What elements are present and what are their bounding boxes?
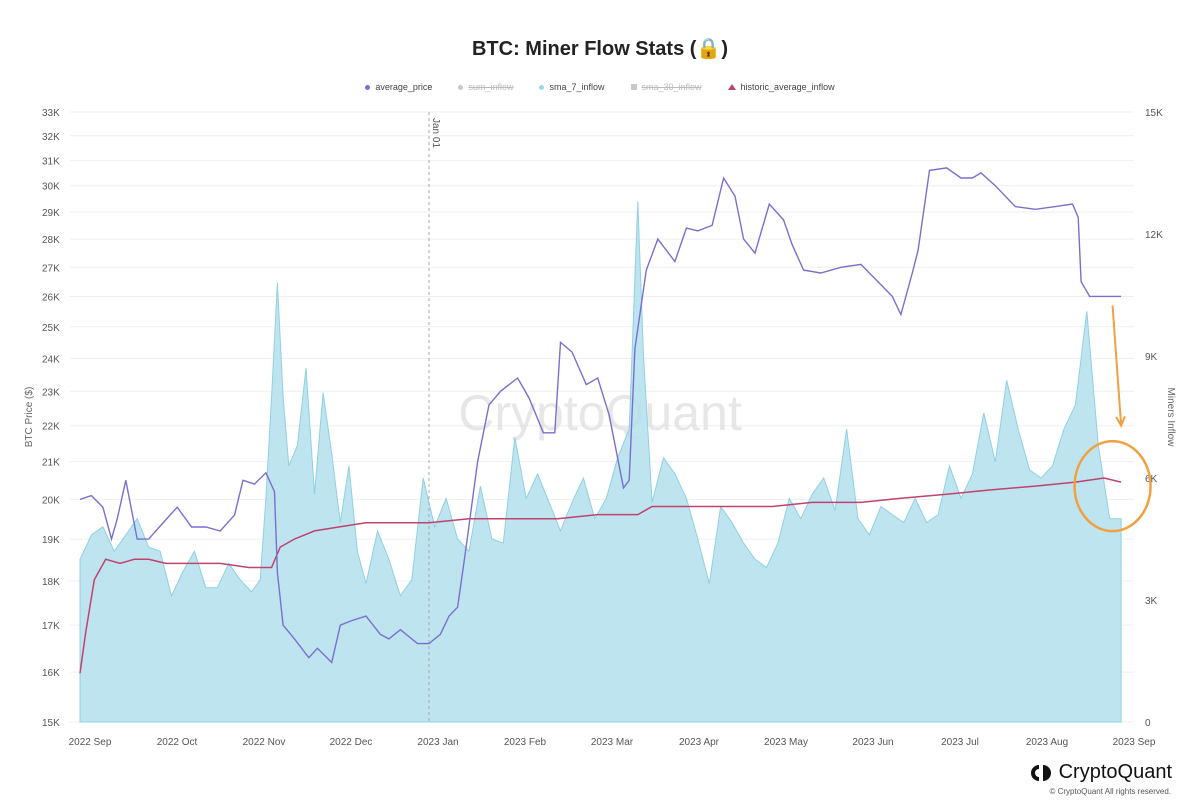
cryptoquant-logo-icon <box>1030 764 1051 781</box>
right-axis-tick: 15K <box>1145 108 1163 119</box>
legend-label: sma_30_inflow <box>641 82 702 92</box>
legend-marker-icon <box>458 84 464 90</box>
legend-item-sum-inflow[interactable]: sum_inflow <box>458 82 513 92</box>
left-axis-tick: 33K <box>42 108 60 119</box>
legend-marker-icon <box>539 84 545 90</box>
left-axis-tick: 23K <box>42 387 60 398</box>
x-axis-tick: 2022 Oct <box>157 737 198 748</box>
series-sma-7-inflow-area <box>79 201 1122 723</box>
chart-title: BTC: Miner Flow Stats (🔒) <box>471 38 728 60</box>
series-average-price-line <box>79 167 1122 664</box>
x-axis-tick: 2023 Jun <box>852 737 893 748</box>
left-axis-tick: 20K <box>42 495 60 506</box>
left-axis-tick: 25K <box>42 323 60 334</box>
x-axis-tick: 2022 Sep <box>69 737 112 748</box>
right-axis-title: Miners Inflow <box>1165 388 1176 448</box>
legend-label: sum_inflow <box>468 82 514 92</box>
x-axis-tick: 2022 Nov <box>243 737 286 748</box>
left-axis-tick: 21K <box>42 458 60 469</box>
legend-marker-icon <box>365 84 371 90</box>
copyright-text: © CryptoQuant All rights reserved. <box>1049 787 1172 796</box>
left-axis-tick: 28K <box>42 235 60 246</box>
x-axis-tick: 2023 Jul <box>941 737 979 748</box>
left-axis-tick: 18K <box>42 577 60 588</box>
x-axis-tick: 2023 Apr <box>679 737 720 748</box>
left-axis-tick: 17K <box>42 621 60 632</box>
brand-logo: CryptoQuant <box>1029 761 1172 784</box>
legend-item-historic-average-inflow[interactable]: historic_average_inflow <box>727 82 835 92</box>
watermark: CryptoQuant <box>458 385 742 441</box>
left-axis-tick: 27K <box>42 263 60 274</box>
left-axis-tick: 31K <box>42 156 60 167</box>
left-axis-tick: 19K <box>42 535 60 546</box>
left-axis-tick: 15K <box>42 718 60 729</box>
orange-arrow-icon <box>1111 305 1126 428</box>
jan-01-marker-label: Jan 01 <box>430 118 441 148</box>
legend-item-average-price[interactable]: average_price <box>365 82 432 92</box>
legend-marker-icon <box>630 84 637 90</box>
left-axis-tick: 16K <box>42 668 60 679</box>
x-axis-tick: 2022 Dec <box>330 737 373 748</box>
x-axis-tick: 2023 Feb <box>504 737 547 748</box>
left-axis-tick: 32K <box>42 132 60 143</box>
legend-label: sma_7_inflow <box>549 82 605 92</box>
left-axis-tick: 24K <box>42 354 60 365</box>
legend-item-sma-7-inflow[interactable]: sma_7_inflow <box>539 82 605 92</box>
brand-name: CryptoQuant <box>1058 761 1172 783</box>
chart-legend: average_price sum_inflow sma_7_inflow sma_3… <box>0 82 1200 92</box>
right-axis-tick: 9K <box>1145 352 1158 363</box>
x-axis-tick: 2023 May <box>764 737 808 748</box>
right-axis-tick: 3K <box>1145 596 1158 607</box>
legend-marker-icon <box>727 84 736 90</box>
series-historic-average-inflow-line <box>79 477 1122 674</box>
x-axis-tick: 2023 Aug <box>1026 737 1068 748</box>
x-axis-tick: 2023 Sep <box>1113 737 1156 748</box>
x-axis-tick: 2023 Mar <box>591 737 634 748</box>
orange-highlight-circle <box>1073 439 1152 533</box>
left-axis-tick: 30K <box>42 182 60 193</box>
legend-label: average_price <box>375 82 433 92</box>
left-axis-tick: 22K <box>42 422 60 433</box>
left-axis-tick: 29K <box>42 208 60 219</box>
left-axis-tick: 26K <box>42 292 60 303</box>
legend-label: historic_average_inflow <box>740 82 835 92</box>
right-axis-tick: 0 <box>1145 718 1151 729</box>
right-axis-tick: 12K <box>1145 230 1163 241</box>
left-axis-title: BTC Price ($) <box>24 387 35 448</box>
legend-item-sma-30-inflow[interactable]: sma_30_inflow <box>630 82 702 92</box>
x-axis-tick: 2023 Jan <box>417 737 458 748</box>
